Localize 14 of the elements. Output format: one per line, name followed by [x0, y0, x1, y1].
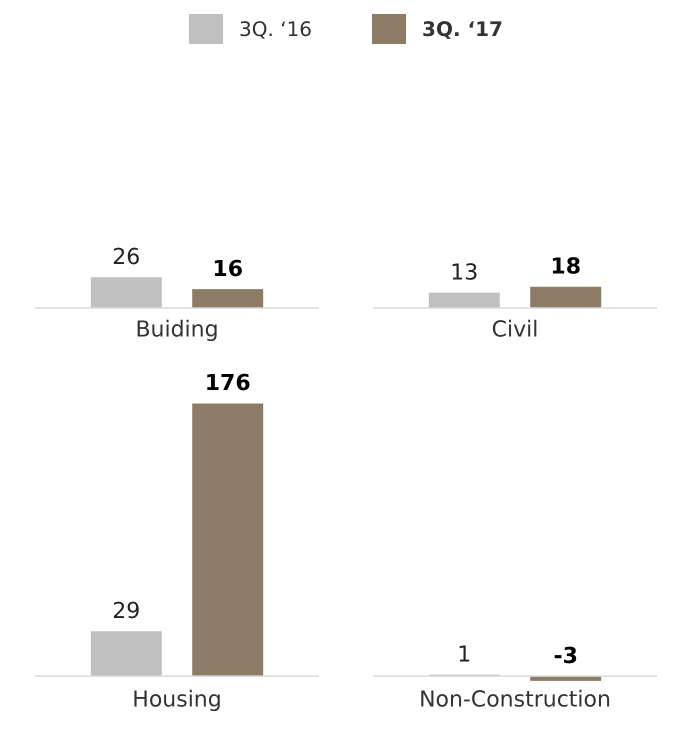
legend-label: 3Q. ‘16: [239, 17, 312, 41]
data-label: 29: [112, 598, 140, 624]
x-tick-label: Civil: [492, 318, 538, 343]
x-tick-label: Buiding: [135, 318, 219, 343]
data-label: -3: [553, 644, 578, 669]
x-tick-label: Housing: [132, 688, 222, 713]
x-tick-label: Non-Construction: [419, 688, 611, 713]
legend-label: 3Q. ‘17: [422, 17, 503, 41]
data-label: 18: [550, 254, 582, 280]
data-label: 1: [457, 642, 472, 668]
data-label: 16: [212, 256, 244, 282]
data-label: 26: [112, 244, 140, 270]
data-label: 176: [204, 371, 251, 396]
data-label: 13: [450, 260, 478, 286]
